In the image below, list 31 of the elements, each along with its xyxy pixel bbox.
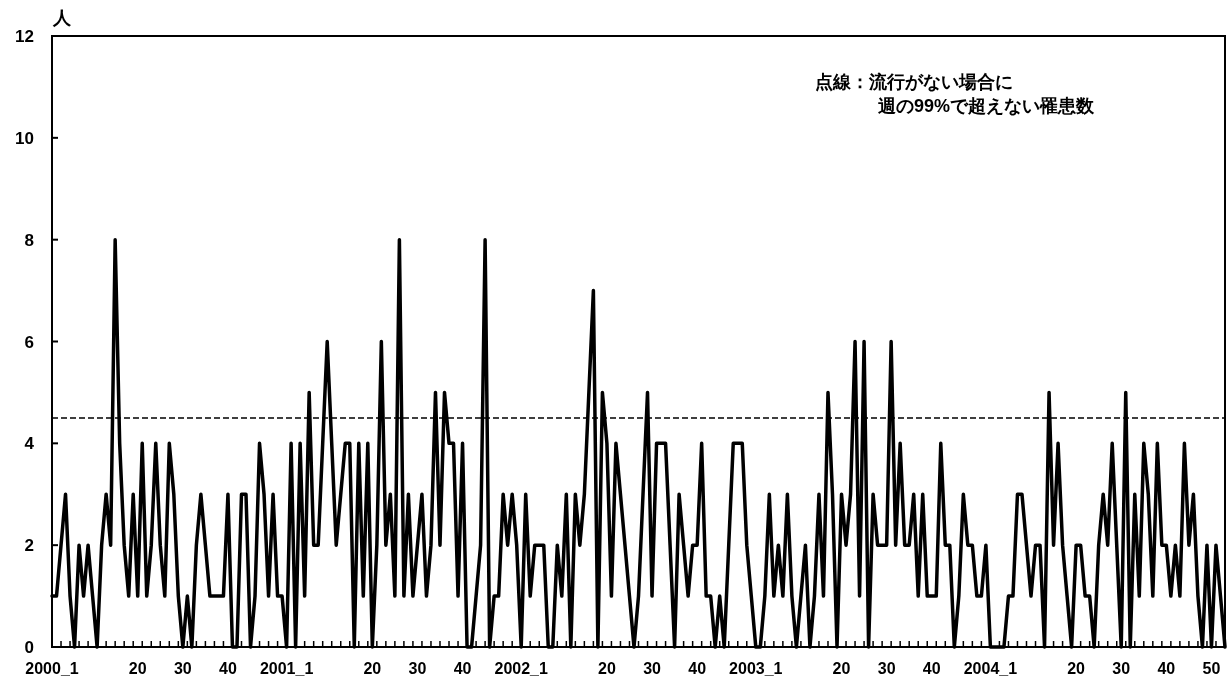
x-tick-label: 30 xyxy=(643,660,662,677)
x-tick-label: 30 xyxy=(1112,660,1131,677)
annotation: 週の99%で超えない罹患数 xyxy=(877,96,1096,116)
x-tick-label: 2000_1 xyxy=(25,660,79,677)
x-tick-label: 20 xyxy=(363,660,382,677)
y-tick-label: 0 xyxy=(24,638,34,657)
x-tick-label: 20 xyxy=(128,660,147,677)
y-axis-title: 人 xyxy=(52,8,72,28)
y-tick-label: 8 xyxy=(24,230,34,250)
x-tick-label: 40 xyxy=(1157,660,1176,677)
y-tick-label: 2 xyxy=(24,536,34,556)
y-tick-label: 12 xyxy=(15,27,34,46)
x-tick-label: 30 xyxy=(408,660,427,677)
x-tick-label: 40 xyxy=(688,660,707,677)
x-tick-label: 50 xyxy=(1202,660,1221,677)
x-tick-label: 2004_1 xyxy=(963,660,1018,677)
x-tick-label: 2003_1 xyxy=(729,660,783,677)
x-tick-label: 40 xyxy=(453,660,472,677)
x-tick-label: 20 xyxy=(1067,660,1086,677)
x-tick-label: 20 xyxy=(598,660,616,677)
x-tick-label: 2002_1 xyxy=(494,660,548,677)
annotation: 点線：流行がない場合に xyxy=(815,72,1013,92)
x-tick-label: 30 xyxy=(877,660,896,677)
y-tick-label: 4 xyxy=(24,434,35,454)
x-tick-label: 20 xyxy=(832,660,851,677)
x-tick-label: 30 xyxy=(173,660,192,677)
y-tick-label: 10 xyxy=(15,128,34,148)
x-tick-label: 40 xyxy=(219,660,237,677)
y-tick-label: 6 xyxy=(24,332,34,352)
x-tick-label: 40 xyxy=(922,660,941,677)
x-tick-label: 2001_1 xyxy=(259,660,314,677)
